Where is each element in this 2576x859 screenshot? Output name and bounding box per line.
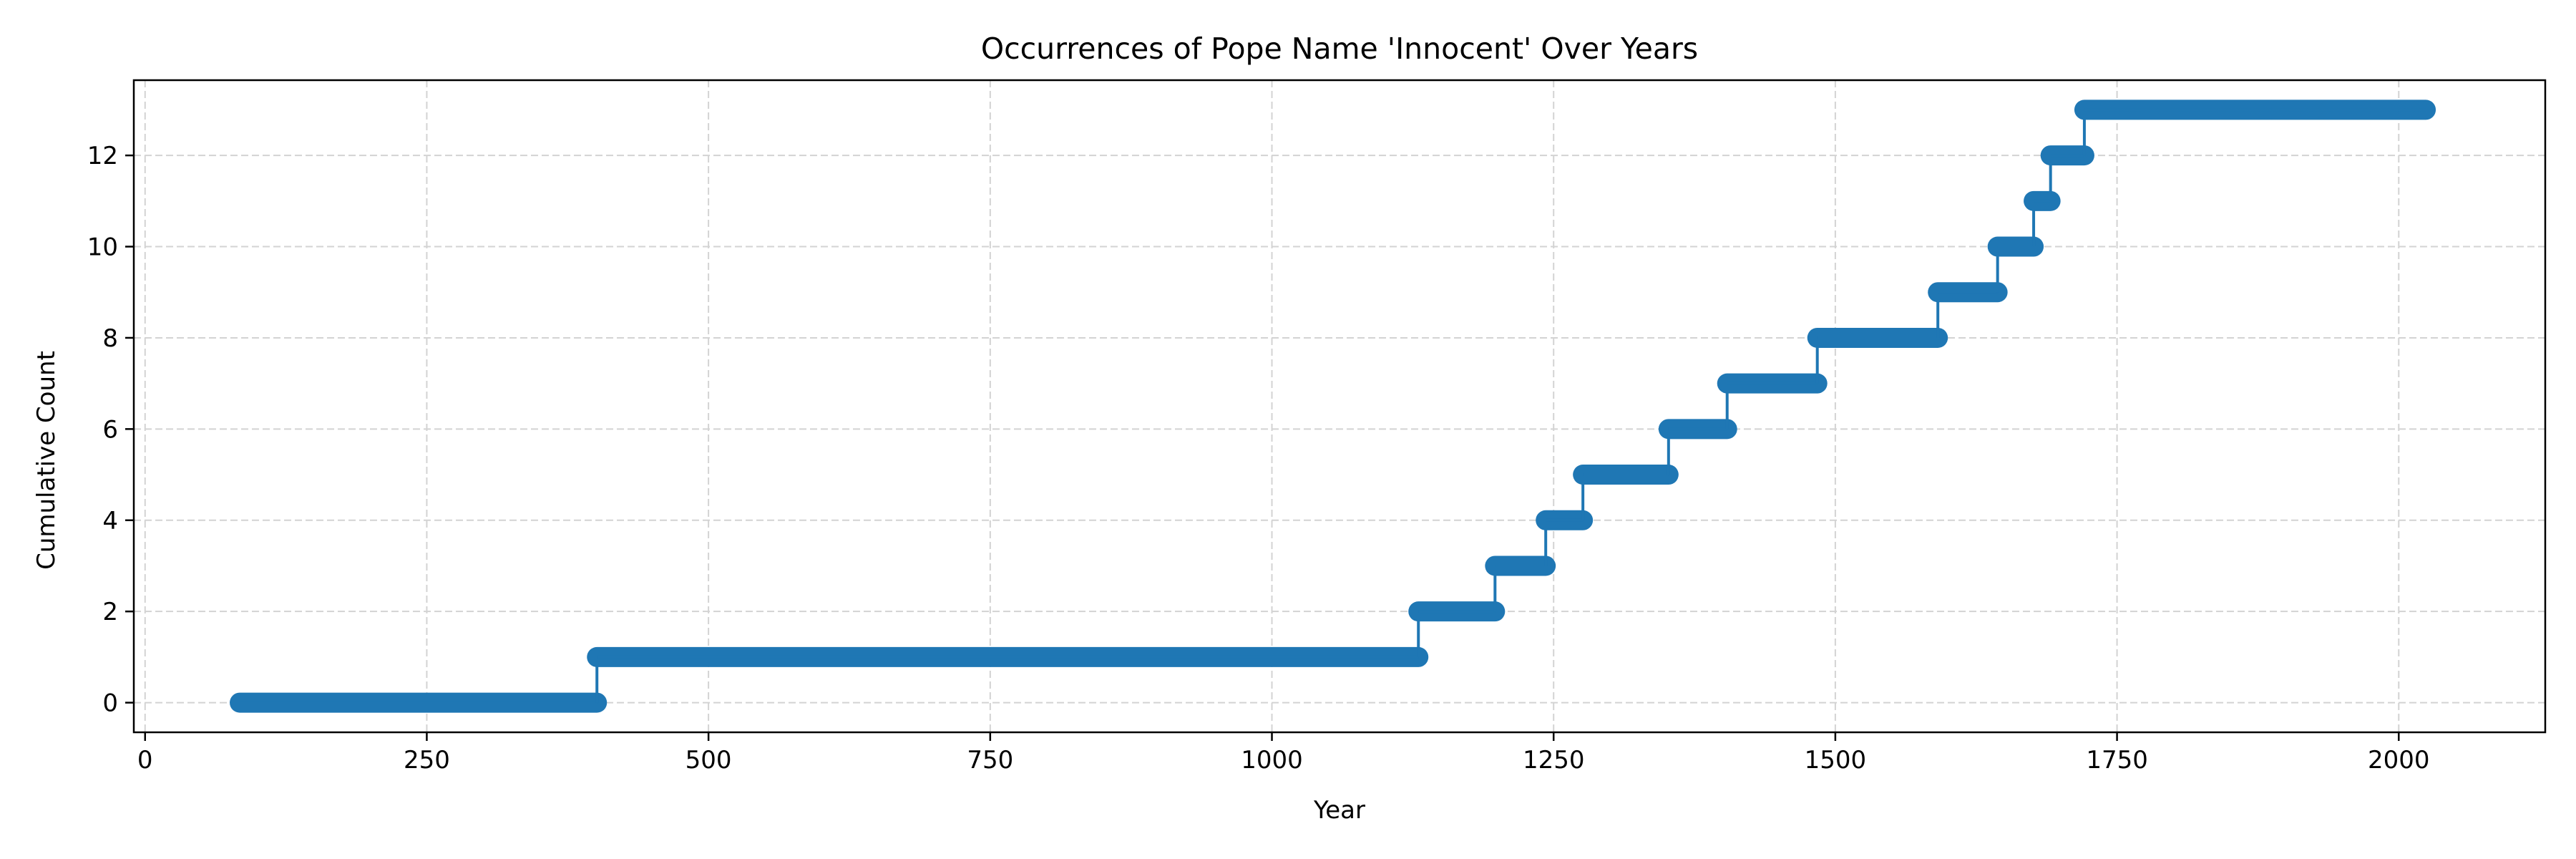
x-tick-label: 1000 xyxy=(1241,746,1303,775)
x-tick-label: 1500 xyxy=(1805,746,1867,775)
x-tick-label: 750 xyxy=(967,746,1013,775)
y-tick-label: 0 xyxy=(102,689,118,718)
y-tick-label: 8 xyxy=(102,324,118,353)
grid xyxy=(134,80,2545,732)
plot-frame xyxy=(132,79,2547,734)
x-tick-label: 1750 xyxy=(2086,746,2148,775)
y-tick-label: 12 xyxy=(87,142,118,170)
y-axis-label: Cumulative Count xyxy=(32,351,61,570)
y-tick-label: 4 xyxy=(102,507,118,535)
x-tick-label: 1250 xyxy=(1523,746,1585,775)
x-tick-label: 250 xyxy=(404,746,450,775)
axis-ticks: 0 250 500 750 1000 1250 1500 1750 2000 0 2 4 6 8 10 12 xyxy=(87,142,2430,775)
x-axis-label: Year xyxy=(1313,796,1365,825)
series-innocent xyxy=(230,100,2436,713)
y-tick-label: 6 xyxy=(102,415,118,444)
chart-title: Occurrences of Pope Name 'Innocent' Over… xyxy=(981,31,1698,66)
x-tick-label: 2000 xyxy=(2368,746,2430,775)
y-tick-label: 2 xyxy=(102,598,118,626)
x-tick-label: 0 xyxy=(137,746,153,775)
x-tick-label: 500 xyxy=(686,746,732,775)
y-tick-label: 10 xyxy=(87,233,118,262)
